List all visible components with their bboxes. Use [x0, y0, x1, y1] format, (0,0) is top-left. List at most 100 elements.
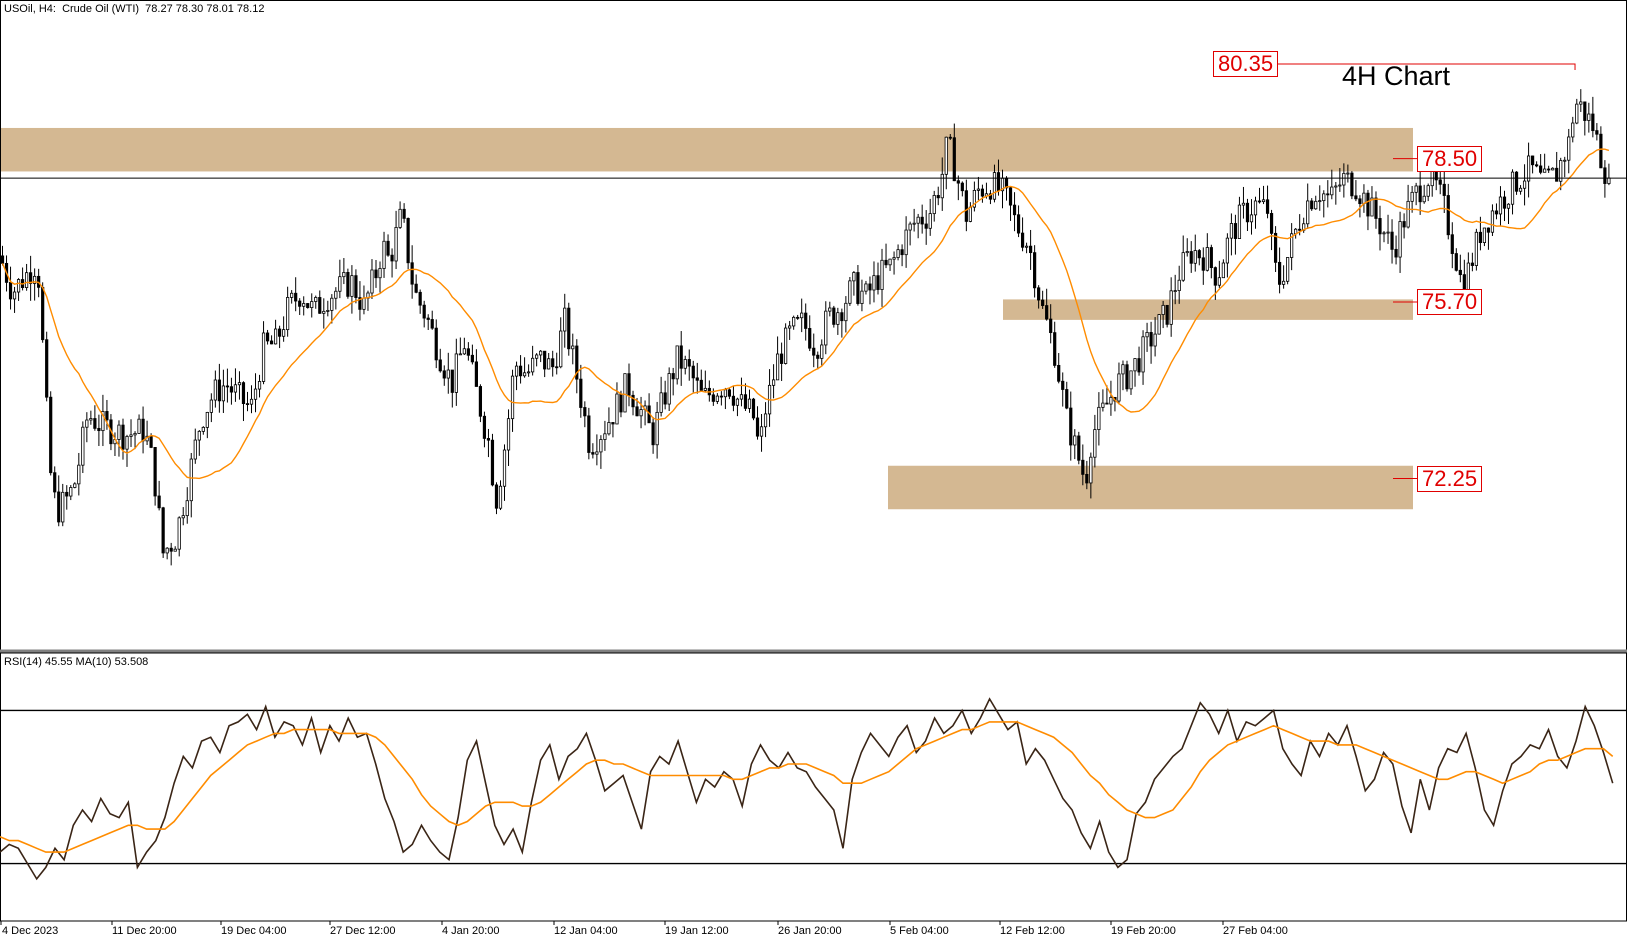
candle-body-320	[1286, 257, 1290, 282]
candle-body-316	[1269, 213, 1274, 234]
candle-body-342	[1374, 197, 1378, 219]
candle-body-346	[1390, 231, 1394, 250]
candle-body-360	[1446, 195, 1450, 236]
candle-body-197	[792, 316, 796, 327]
candle-body-3	[12, 291, 17, 300]
candle-body-163	[655, 411, 659, 446]
candle-body-145	[583, 407, 587, 417]
candle-body-179	[719, 395, 723, 398]
candle-body-16	[65, 491, 69, 497]
candle-body-106	[426, 317, 430, 320]
candle-body-203	[816, 354, 820, 359]
candle-body-379	[1522, 180, 1527, 189]
candle-body-386	[1551, 167, 1555, 171]
candle-body-82	[330, 297, 334, 311]
candle-body-338	[1358, 198, 1362, 205]
candle-body-8	[33, 275, 37, 284]
candle-body-127	[510, 375, 515, 420]
candle-body-283	[1137, 358, 1141, 373]
candle-body-19	[77, 464, 81, 485]
candle-body-158	[635, 406, 639, 417]
candle-body-340	[1366, 192, 1370, 217]
x-tick-label: 5 Feb 04:00	[890, 925, 949, 937]
candle-body-211	[848, 280, 852, 304]
candle-body-185	[743, 394, 748, 409]
candle-body-134	[539, 350, 543, 356]
rsi-ma-line	[0, 721, 1614, 853]
candle-body-17	[69, 487, 73, 497]
candle-body-184	[739, 394, 744, 400]
candle-body-206	[828, 307, 832, 312]
candle-body-111	[446, 369, 450, 379]
candle-body-124	[498, 485, 503, 509]
candle-body-227	[912, 222, 916, 225]
candle-body-239	[960, 182, 964, 192]
high-connector	[1275, 63, 1576, 70]
candle-body-169	[679, 345, 683, 369]
candle-body-18	[73, 483, 77, 488]
candle-body-389	[1563, 159, 1567, 162]
candle-body-350	[1406, 200, 1410, 228]
candle-body-66	[265, 332, 270, 342]
candle-body-190	[763, 413, 768, 428]
x-tick-label: 11 Dec 20:00	[112, 925, 177, 937]
annotations-layer	[1275, 63, 1576, 480]
candle-body-260	[1045, 305, 1049, 320]
x-tick-label: 12 Feb 12:00	[1000, 925, 1065, 937]
candle-body-130	[522, 372, 527, 377]
candle-body-220	[884, 259, 888, 266]
candle-body-311	[1249, 214, 1254, 223]
candle-body-170	[683, 359, 687, 369]
candle-body-295	[1185, 251, 1189, 254]
candle-body-323	[1298, 228, 1302, 231]
candle-body-104	[418, 291, 422, 306]
candles-layer	[0, 89, 1611, 566]
candle-body-59	[237, 382, 242, 386]
candle-body-64	[257, 381, 262, 390]
candle-body-276	[1109, 396, 1113, 405]
candle-body-387	[1555, 167, 1559, 182]
candle-body-23	[93, 418, 97, 429]
candle-body-334	[1342, 172, 1346, 186]
candle-body-6	[25, 272, 29, 288]
zone-3	[888, 465, 1413, 510]
candle-body-394	[1583, 101, 1587, 121]
resistance-price-label: 78.50	[1417, 145, 1483, 172]
candle-body-138	[555, 366, 559, 369]
candle-body-175	[703, 387, 707, 391]
candle-body-11	[45, 339, 49, 398]
candle-body-63	[253, 388, 258, 400]
candle-body-48	[193, 439, 197, 460]
candle-body-68	[273, 328, 278, 345]
candle-body-292	[1173, 290, 1177, 293]
candle-body-315	[1265, 199, 1270, 214]
candle-body-231	[928, 213, 932, 229]
candle-body-146	[587, 415, 591, 453]
candle-body-367	[1474, 231, 1478, 266]
x-tick-label: 27 Feb 04:00	[1223, 925, 1288, 937]
candle-body-81	[326, 309, 330, 312]
candle-body-232	[932, 195, 936, 215]
candle-body-261	[1049, 318, 1053, 334]
candle-body-366	[1470, 262, 1474, 266]
candle-body-162	[651, 422, 655, 446]
candle-body-199	[800, 312, 804, 319]
candle-body-345	[1386, 231, 1390, 234]
candle-body-381	[1531, 155, 1535, 166]
rsi-info: RSI(14) 45.55 MA(10) 53.508	[4, 656, 149, 668]
candle-body-247	[992, 172, 997, 200]
zone-1	[0, 127, 1413, 172]
candle-body-37	[149, 435, 153, 448]
candle-body-296	[1189, 251, 1193, 264]
candle-body-116	[466, 348, 470, 356]
candle-body-333	[1338, 184, 1342, 187]
candle-body-398	[1599, 133, 1603, 169]
candle-body-223	[896, 249, 900, 258]
candle-body-217	[872, 275, 876, 291]
candle-body-382	[1535, 164, 1539, 167]
candle-body-78	[314, 297, 318, 302]
candle-body-373	[1498, 196, 1503, 215]
candle-body-282	[1133, 358, 1137, 372]
candle-body-96	[386, 240, 390, 256]
candle-body-300	[1205, 247, 1209, 271]
